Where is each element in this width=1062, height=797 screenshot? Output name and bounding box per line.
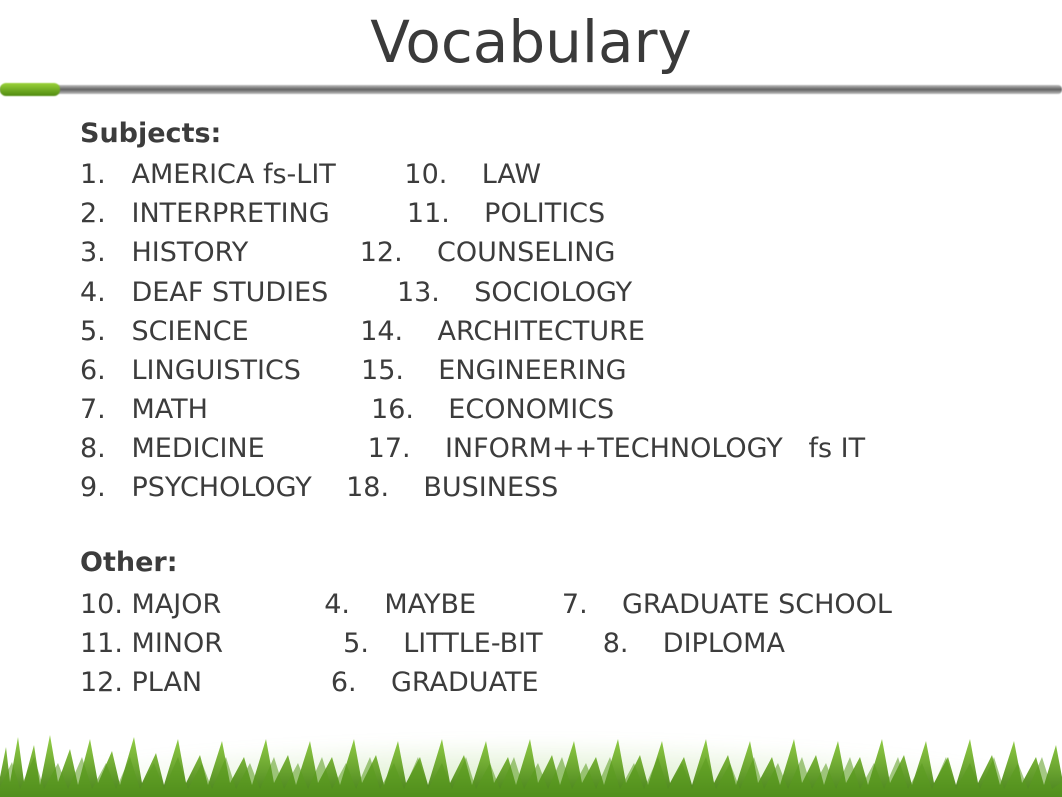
subjects-row: 5. SCIENCE 14. ARCHITECTURE xyxy=(80,312,1002,351)
subjects-row: 4. DEAF STUDIES 13. SOCIOLOGY xyxy=(80,273,1002,312)
subjects-row: 6. LINGUISTICS 15. ENGINEERING xyxy=(80,351,1002,390)
subjects-row: 8. MEDICINE 17. INFORM++TECHNOLOGY fs IT xyxy=(80,429,1002,468)
other-row: 10. MAJOR 4. MAYBE 7. GRADUATE SCHOOL xyxy=(80,585,1002,624)
page-title: Vocabulary xyxy=(0,8,1062,76)
bottom-grass-decoration xyxy=(0,727,1062,797)
subjects-row: 7. MATH 16. ECONOMICS xyxy=(80,390,1002,429)
content-area: Subjects: 1. AMERICA fs-LIT 10. LAW 2. I… xyxy=(80,108,1002,702)
subjects-row: 1. AMERICA fs-LIT 10. LAW xyxy=(80,155,1002,194)
other-row: 12. PLAN 6. GRADUATE xyxy=(80,663,1002,702)
subjects-row: 3. HISTORY 12. COUNSELING xyxy=(80,233,1002,272)
subjects-row: 2. INTERPRETING 11. POLITICS xyxy=(80,194,1002,233)
other-row: 11. MINOR 5. LITTLE-BIT 8. DIPLOMA xyxy=(80,624,1002,663)
subjects-row: 9. PSYCHOLOGY 18. BUSINESS xyxy=(80,468,1002,507)
other-heading: Other: xyxy=(80,543,1002,582)
subjects-heading: Subjects: xyxy=(80,114,1002,153)
top-divider-bar xyxy=(0,82,1062,98)
